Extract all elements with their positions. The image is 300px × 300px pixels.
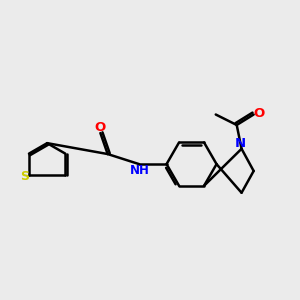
Text: N: N [234,136,245,150]
Text: NH: NH [130,164,150,178]
Text: O: O [253,107,265,120]
Text: O: O [94,121,105,134]
Text: S: S [20,170,29,183]
